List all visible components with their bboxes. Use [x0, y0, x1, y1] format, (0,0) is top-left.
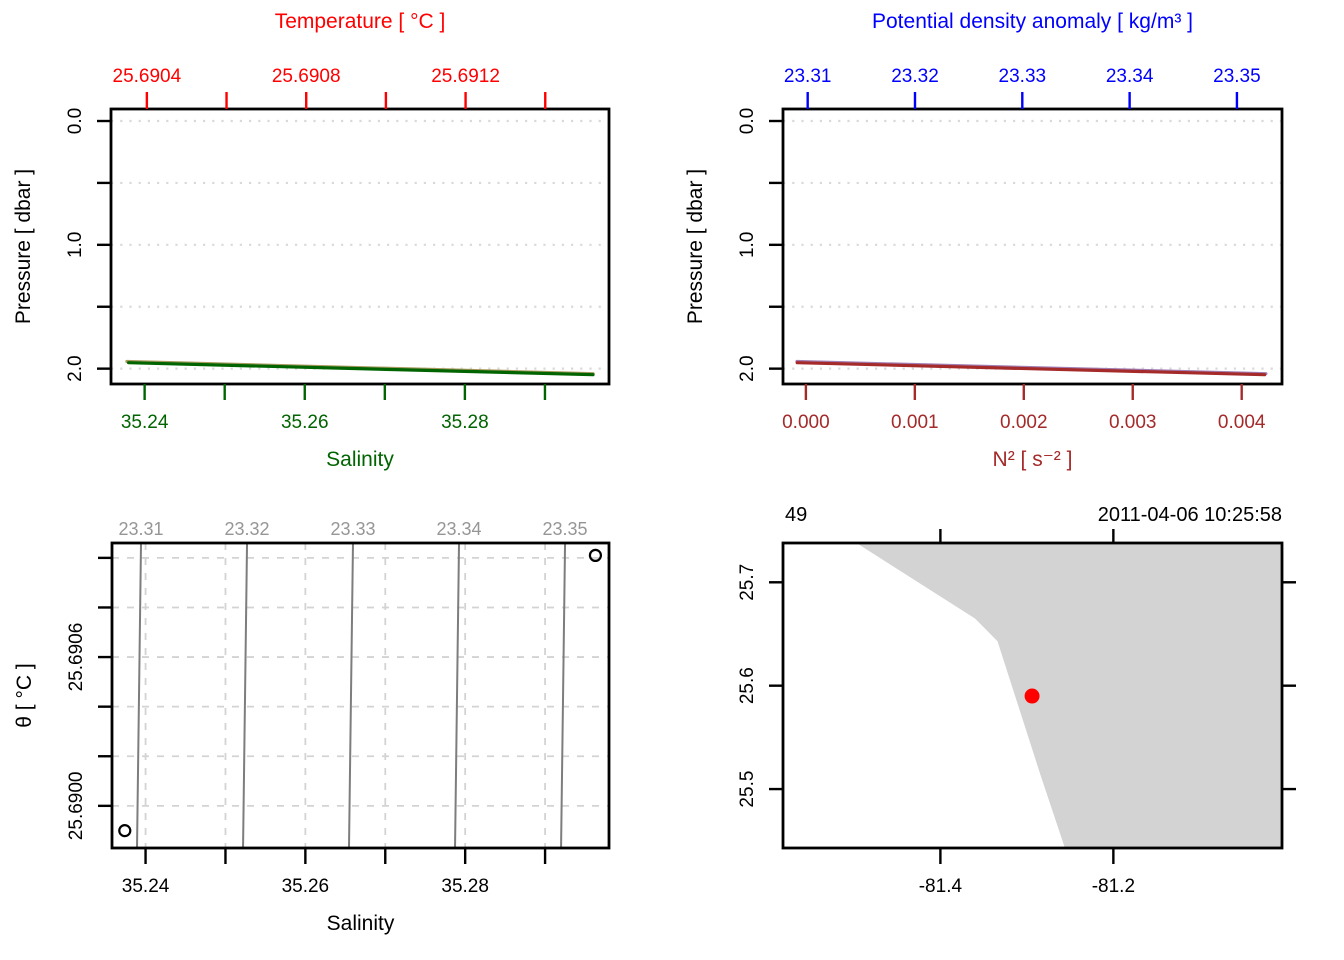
axis-title: θ [ °C ] [13, 663, 36, 727]
axis-title: Temperature [ °C ] [275, 10, 446, 33]
tick-label: 2.0 [737, 355, 758, 381]
panel-map: -81.4 -81.2 25.7 25.6 25.5 49 2011-04-06 10:25… [737, 504, 1296, 897]
tick-label: 23.33 [999, 66, 1047, 87]
tick-label: 35.28 [441, 412, 489, 433]
tick-label: 25.6906 [66, 623, 87, 692]
isopycnal-label: 23.33 [330, 519, 375, 539]
isopycnal-line [347, 542, 354, 849]
tick-label: 2.0 [65, 355, 86, 381]
plot-frame [781, 107, 1284, 386]
ts-point [118, 824, 132, 838]
isopycnal-line [454, 542, 461, 849]
panel-profile-temperature-salinity: 25.6904 25.6908 25.6912 Temperature [ °C ] 3… [12, 10, 611, 471]
tick-label: 0.003 [1109, 412, 1157, 433]
station-marker [1024, 688, 1040, 704]
isopycnal-label: 23.32 [225, 519, 270, 539]
axis-title: Salinity [327, 912, 395, 935]
tick-label: 25.6908 [272, 66, 341, 87]
tick-label: 25.5 [737, 771, 758, 808]
station-number: 49 [785, 504, 807, 526]
isopycnal-line [242, 542, 249, 849]
series-salinity [127, 361, 595, 377]
axis-title: Pressure [ dbar ] [684, 169, 707, 324]
station-time: 2011-04-06 10:25:58 [1098, 504, 1282, 526]
tick-label: 0.0 [737, 108, 758, 134]
tick-label: 25.6912 [431, 66, 500, 87]
tick-label: 25.6904 [113, 66, 182, 87]
plot-frame [109, 107, 611, 386]
axis-title: Pressure [ dbar ] [12, 169, 35, 324]
tick-label: 35.26 [281, 412, 329, 433]
tick-label: 35.26 [282, 876, 330, 897]
isopycnal-label: 23.35 [543, 519, 588, 539]
tick-label: -81.4 [919, 876, 963, 897]
tick-label: 23.35 [1213, 66, 1261, 87]
tick-label: 0.001 [891, 412, 939, 433]
panel-ts-diagram: 23.31 23.32 23.33 23.34 23.35 35.24 35.26 35.28… [13, 519, 611, 935]
ts-point [588, 548, 603, 562]
plot-frame [110, 541, 611, 850]
tick-label: 1.0 [737, 232, 758, 258]
tick-label: 35.24 [122, 876, 170, 897]
plot-frame [781, 541, 1284, 850]
isopycnal-label: 23.34 [436, 519, 481, 539]
tick-label: 35.24 [121, 412, 169, 433]
tick-label: 23.32 [891, 66, 939, 87]
isopycnal-line [560, 542, 567, 849]
land-polygon [856, 543, 1282, 848]
axis-title: Salinity [326, 448, 394, 471]
tick-label: 1.0 [65, 232, 86, 258]
tick-label: 25.7 [737, 564, 758, 601]
axis-title: Potential density anomaly [ kg/m³ ] [872, 10, 1193, 33]
tick-label: 23.34 [1106, 66, 1154, 87]
series-n-squared [795, 361, 1267, 377]
panel-profile-density-n2: 23.31 23.32 23.33 23.34 23.35 Potential densi… [684, 10, 1284, 471]
tick-label: 23.31 [784, 66, 832, 87]
tick-label: 0.0 [65, 108, 86, 134]
isopycnal-label: 23.31 [118, 519, 163, 539]
tick-label: 35.28 [441, 876, 489, 897]
tick-label: -81.2 [1092, 876, 1135, 897]
tick-label: 0.004 [1218, 412, 1266, 433]
axis-title: N² [ s⁻² ] [993, 448, 1073, 471]
tick-label: 0.002 [1000, 412, 1048, 433]
isopycnal-line [136, 542, 143, 849]
tick-label: 25.6 [737, 667, 758, 704]
tick-label: 0.000 [782, 412, 830, 433]
tick-label: 25.6900 [66, 772, 87, 841]
